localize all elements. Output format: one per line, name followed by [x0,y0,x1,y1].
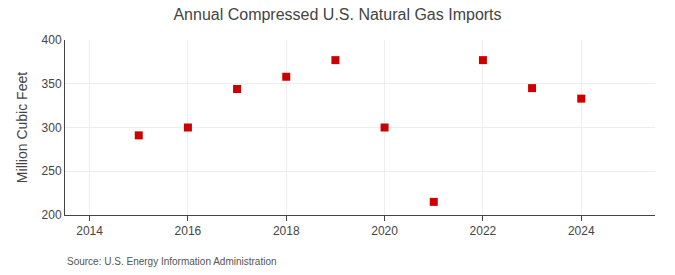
svg-text:Million Cubic Feet: Million Cubic Feet [14,72,30,183]
svg-text:400: 400 [42,33,62,47]
svg-text:Source: U.S. Energy Informatio: Source: U.S. Energy Information Administ… [67,256,277,267]
svg-text:2022: 2022 [470,224,497,238]
svg-text:300: 300 [42,121,62,135]
svg-text:2020: 2020 [371,224,398,238]
svg-text:2024: 2024 [568,224,595,238]
svg-text:Annual Compressed U.S. Natural: Annual Compressed U.S. Natural Gas Impor… [173,6,501,23]
svg-text:2018: 2018 [273,224,300,238]
svg-text:2014: 2014 [76,224,103,238]
svg-text:350: 350 [42,77,62,91]
svg-text:250: 250 [42,164,62,178]
svg-text:200: 200 [42,208,62,222]
svg-text:2016: 2016 [175,224,202,238]
